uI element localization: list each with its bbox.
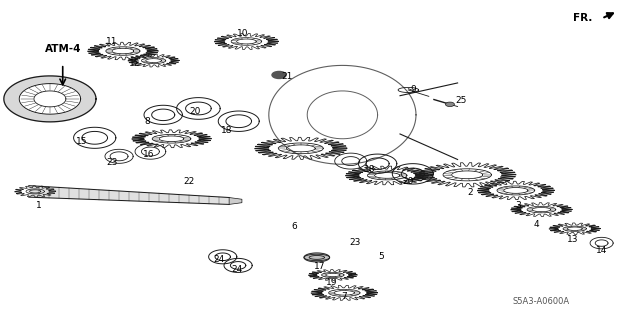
Text: 9: 9 — [410, 85, 415, 94]
Text: 14: 14 — [596, 246, 607, 255]
Text: S5A3-A0600A: S5A3-A0600A — [512, 297, 570, 306]
Polygon shape — [4, 76, 96, 122]
Text: 12: 12 — [129, 59, 140, 68]
Text: 13: 13 — [567, 235, 579, 244]
Text: 20: 20 — [403, 177, 414, 186]
Text: 21: 21 — [281, 72, 292, 81]
Text: 8: 8 — [145, 117, 150, 126]
Text: 20: 20 — [189, 107, 201, 116]
Text: 17: 17 — [314, 262, 326, 271]
Polygon shape — [19, 84, 81, 114]
Text: 7: 7 — [342, 292, 347, 301]
Text: 19: 19 — [326, 278, 337, 287]
Text: 15: 15 — [76, 137, 87, 146]
Text: 24: 24 — [213, 256, 225, 264]
Circle shape — [272, 71, 286, 78]
Text: 23: 23 — [349, 238, 361, 247]
Text: FR.: FR. — [573, 12, 592, 23]
Text: 16: 16 — [143, 150, 154, 159]
Text: 1: 1 — [36, 201, 41, 210]
Text: 23: 23 — [106, 158, 118, 167]
Text: 5: 5 — [378, 252, 383, 261]
Text: 18: 18 — [221, 126, 233, 135]
Text: 6: 6 — [292, 222, 297, 231]
Text: ATM-4: ATM-4 — [44, 44, 81, 55]
Circle shape — [445, 102, 454, 107]
Text: 24: 24 — [231, 265, 243, 274]
Text: 11: 11 — [106, 37, 118, 46]
Text: 4: 4 — [534, 220, 539, 229]
Text: 10: 10 — [237, 29, 249, 38]
Text: 2: 2 — [468, 189, 473, 197]
Polygon shape — [229, 197, 242, 204]
Text: 25: 25 — [455, 96, 467, 105]
Polygon shape — [304, 253, 330, 262]
Text: 22: 22 — [183, 177, 195, 186]
Text: 18: 18 — [364, 165, 376, 174]
Polygon shape — [29, 186, 229, 204]
Text: 3: 3 — [516, 201, 521, 210]
